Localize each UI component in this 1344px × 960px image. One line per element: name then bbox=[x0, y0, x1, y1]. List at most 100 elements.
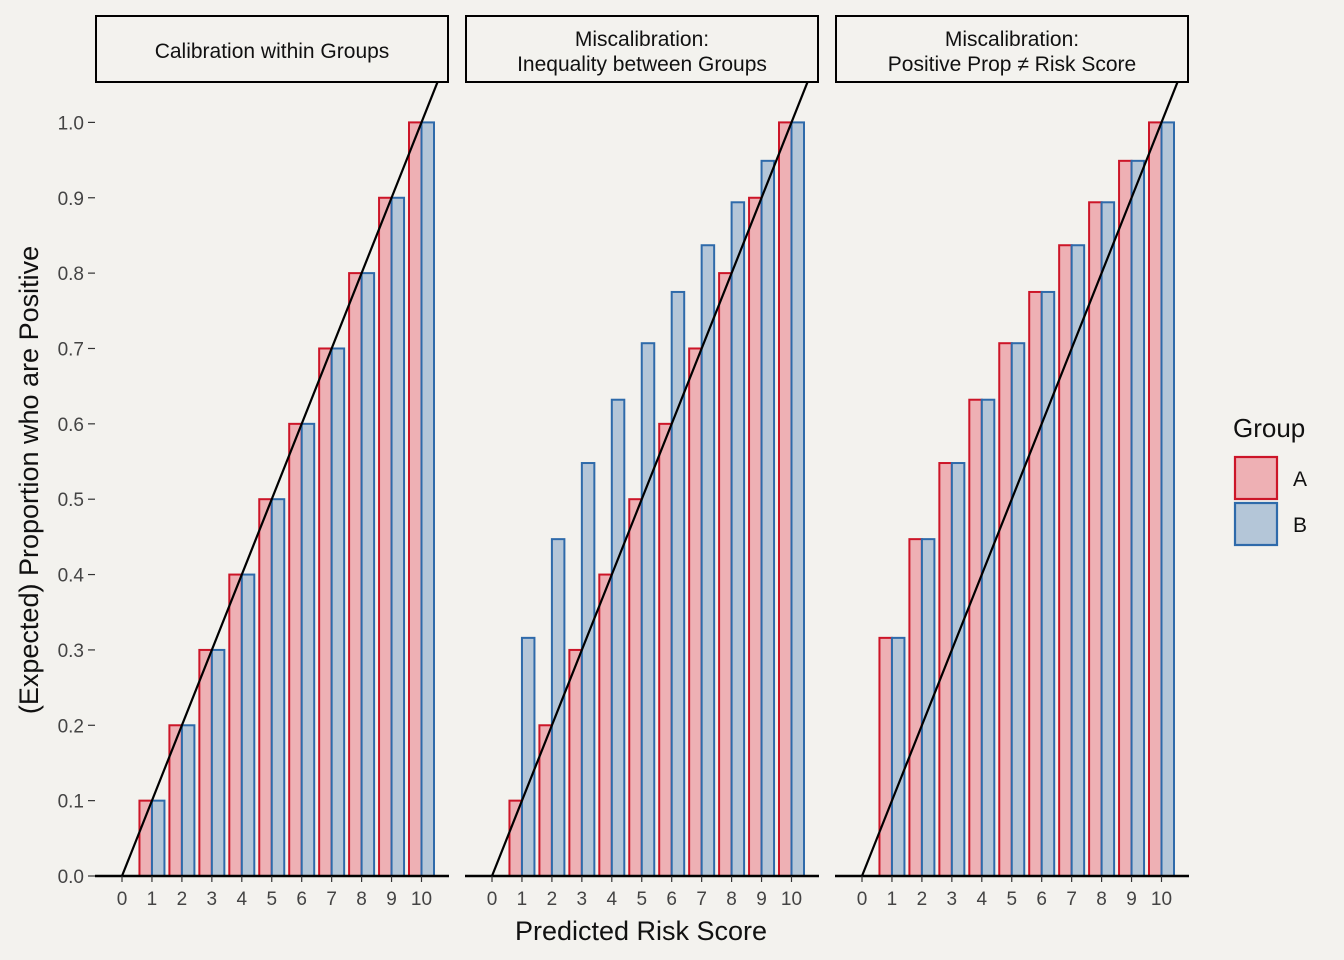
bar-group-B bbox=[520, 636, 536, 878]
y-tick-label: 0.3 bbox=[58, 641, 84, 662]
x-tick-label: 6 bbox=[296, 889, 307, 910]
x-tick-label: 9 bbox=[756, 889, 767, 910]
bar-group-B bbox=[180, 724, 196, 878]
y-tick-label: 0.7 bbox=[58, 339, 84, 360]
x-tick-label: 5 bbox=[1006, 889, 1017, 910]
panel-strip bbox=[835, 15, 1189, 83]
bar-group-A bbox=[628, 498, 643, 877]
legend: Group AB bbox=[1233, 413, 1307, 547]
bar-group-B bbox=[1040, 290, 1056, 877]
x-tick-label: 4 bbox=[237, 889, 248, 910]
y-tick-label: 0.1 bbox=[58, 792, 84, 813]
panel-3: Miscalibration:Positive Prop ≠ Risk Scor… bbox=[835, 15, 1189, 910]
x-tick-label: 10 bbox=[781, 889, 802, 910]
x-axis-title: Predicted Risk Score bbox=[515, 916, 767, 946]
legend-label-B: B bbox=[1293, 514, 1307, 537]
bar-group-B bbox=[730, 201, 746, 877]
bar-group-A bbox=[258, 498, 273, 877]
bar-group-B bbox=[330, 347, 346, 878]
bar-group-A bbox=[938, 462, 953, 877]
panel-title: Inequality between Groups bbox=[517, 53, 767, 76]
bars bbox=[109, 121, 435, 878]
x-tick-label: 10 bbox=[411, 889, 432, 910]
x-tick-label: 3 bbox=[577, 889, 588, 910]
y-axis-title: (Expected) Proportion who are Positive bbox=[14, 246, 44, 714]
bar-group-A bbox=[198, 648, 213, 877]
reference-line bbox=[860, 83, 1179, 877]
y-tick-label: 0.8 bbox=[58, 264, 84, 285]
bar-group-B bbox=[270, 498, 286, 877]
x-tick-label: 6 bbox=[666, 889, 677, 910]
bar-group-B bbox=[240, 573, 256, 877]
y-axis: 0.0 0.1 0.2 0.3 0.4 0.5 0.6 0.7 0.8 0.9 1.0 bbox=[58, 113, 95, 888]
bar-group-B bbox=[580, 462, 596, 877]
bar-group-B bbox=[640, 342, 656, 878]
y-tick-label: 0.6 bbox=[58, 415, 84, 436]
bar-group-A bbox=[1088, 201, 1103, 877]
bar-group-A bbox=[538, 724, 553, 878]
y-tick-label: 0.2 bbox=[58, 716, 84, 737]
bar-group-A bbox=[288, 422, 303, 877]
legend-key-B bbox=[1233, 501, 1279, 547]
x-tick-label: 0 bbox=[487, 889, 498, 910]
bar-group-B bbox=[420, 121, 435, 877]
bar-group-B bbox=[1100, 201, 1116, 877]
x-tick-label: 7 bbox=[1066, 889, 1077, 910]
bar-group-A bbox=[778, 121, 793, 877]
panel-title: Miscalibration: bbox=[575, 28, 709, 51]
panel-1: Calibration within Groups 0 1 2 3 4 5 6 7 8 9 10 bbox=[95, 15, 449, 910]
bar-group-A bbox=[1148, 121, 1163, 877]
legend-title: Group bbox=[1233, 413, 1305, 443]
bar-group-A bbox=[658, 422, 673, 877]
x-tick-label: 10 bbox=[1151, 889, 1172, 910]
bar-group-B bbox=[300, 422, 316, 877]
y-tick-label: 0.5 bbox=[58, 490, 84, 511]
x-tick-label: 2 bbox=[547, 889, 558, 910]
bar-group-B bbox=[150, 799, 166, 878]
bar-group-B bbox=[1070, 244, 1086, 877]
legend-key-A bbox=[1233, 455, 1279, 501]
bar-group-A bbox=[1058, 244, 1073, 877]
bar-group-A bbox=[968, 398, 983, 877]
x-tick-label: 0 bbox=[857, 889, 868, 910]
x-tick-label: 4 bbox=[977, 889, 988, 910]
panel-strip bbox=[95, 15, 449, 83]
x-tick-label: 8 bbox=[356, 889, 367, 910]
y-tick-label: 1.0 bbox=[58, 113, 84, 134]
x-tick-label: 7 bbox=[326, 889, 337, 910]
bar-group-A bbox=[168, 724, 183, 878]
bar-group-A bbox=[508, 799, 523, 878]
legend-label-A: A bbox=[1293, 468, 1307, 491]
panel-strip bbox=[465, 15, 819, 83]
x-tick-label: 1 bbox=[147, 889, 158, 910]
bar-group-A bbox=[1118, 159, 1133, 877]
bar-group-B bbox=[610, 398, 626, 877]
y-tick-label: 0.9 bbox=[58, 189, 84, 210]
bar-group-A bbox=[378, 196, 393, 877]
bar-group-A bbox=[878, 636, 893, 878]
x-tick-label: 1 bbox=[887, 889, 898, 910]
bar-group-A bbox=[318, 347, 333, 878]
bar-group-B bbox=[950, 462, 966, 877]
bar-group-B bbox=[790, 121, 805, 877]
y-tick-label: 0.0 bbox=[58, 867, 84, 888]
x-tick-label: 5 bbox=[266, 889, 277, 910]
y-tick-label: 0.4 bbox=[58, 566, 85, 587]
bar-group-A bbox=[228, 573, 243, 877]
bar-group-A bbox=[688, 347, 703, 878]
reference-line bbox=[120, 83, 439, 877]
bar-group-B bbox=[1160, 121, 1175, 877]
bar-group-B bbox=[1130, 159, 1146, 877]
bar-group-A bbox=[718, 272, 733, 877]
bar-group-A bbox=[408, 121, 423, 877]
x-tick-label: 0 bbox=[117, 889, 128, 910]
bar-group-B bbox=[210, 648, 226, 877]
bar-group-B bbox=[980, 398, 996, 877]
x-tick-label: 2 bbox=[917, 889, 928, 910]
bar-group-A bbox=[748, 196, 763, 877]
bar-group-A bbox=[568, 648, 583, 877]
panel-title: Positive Prop ≠ Risk Score bbox=[888, 53, 1136, 76]
reference-line bbox=[490, 83, 809, 877]
bar-group-A bbox=[138, 799, 153, 878]
